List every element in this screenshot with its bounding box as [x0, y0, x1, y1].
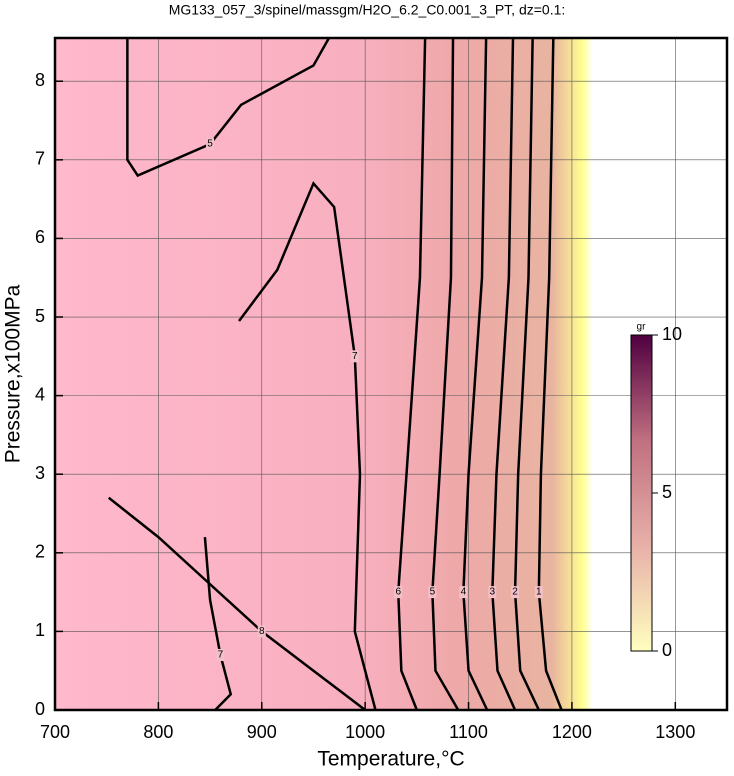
- contour-label-bg: [257, 625, 266, 638]
- x-tick-label: 1300: [655, 722, 695, 742]
- y-tick-label: 8: [35, 70, 45, 90]
- y-tick-label: 5: [35, 306, 45, 326]
- plot-frame: [53, 36, 729, 712]
- y-tick-label: 1: [35, 620, 45, 640]
- x-tick-label: 900: [247, 722, 277, 742]
- x-tick-label: 700: [40, 722, 70, 742]
- contour-line: [462, 37, 489, 711]
- contour-label-bg: [488, 586, 497, 599]
- contour-line: [537, 37, 563, 711]
- y-tick-label: 0: [35, 699, 45, 719]
- contour-label-bg: [511, 586, 520, 599]
- contour-label: 3: [490, 587, 496, 598]
- x-tick-label: 1000: [345, 722, 385, 742]
- contour-line: [491, 37, 517, 711]
- contour-label-bg: [459, 586, 468, 599]
- contour-label-bg: [350, 350, 359, 363]
- contour-label: 5: [207, 139, 213, 150]
- contour-label: 6: [395, 587, 401, 598]
- contours: 1 2 3 4 5 6 7 8 7 5: [107, 37, 563, 711]
- x-tick-label: 800: [143, 722, 173, 742]
- y-tick-label: 2: [35, 542, 45, 562]
- x-tick-label: 1200: [552, 722, 592, 742]
- y-tick-label: 3: [35, 463, 45, 483]
- x-axis-title: Temperature,°C: [317, 748, 464, 771]
- contour-label-bg: [534, 586, 543, 599]
- contour-label-bg: [428, 586, 437, 599]
- contour-label: 7: [218, 650, 224, 661]
- colorbar-label: gr: [637, 322, 647, 333]
- contour-line: [396, 37, 427, 711]
- contour-label: 4: [461, 587, 467, 598]
- y-tick-label: 6: [35, 227, 45, 247]
- contour-label: 5: [430, 587, 436, 598]
- contour-label: 8: [259, 626, 265, 637]
- contour-field: [55, 38, 727, 710]
- y-tick-label: 4: [35, 384, 45, 404]
- contour-label-bg: [394, 586, 403, 599]
- grid: [54, 38, 727, 711]
- colorbar-tick-label: 0: [662, 640, 672, 660]
- x-tick-label: 1100: [449, 722, 488, 742]
- contour-label: 2: [512, 587, 518, 598]
- colorbar-tick-label: 10: [662, 324, 682, 344]
- contour-label: 7: [352, 351, 358, 362]
- colorbar-tick-label: 5: [662, 482, 672, 502]
- contour-line: [238, 181, 377, 711]
- contour-label-bg: [206, 138, 215, 151]
- y-tick-label: 7: [35, 149, 45, 169]
- contour-label: 1: [536, 587, 542, 598]
- y-axis-title: Pressure,x100MPa: [2, 284, 25, 463]
- contour-line: [513, 37, 540, 711]
- chart-title: MG133_057_3/spinel/massgm/H2O_6.2_C0.001…: [169, 2, 566, 18]
- contour-line: [431, 37, 460, 711]
- colorbar: [630, 334, 653, 652]
- contour-label-bg: [216, 648, 225, 661]
